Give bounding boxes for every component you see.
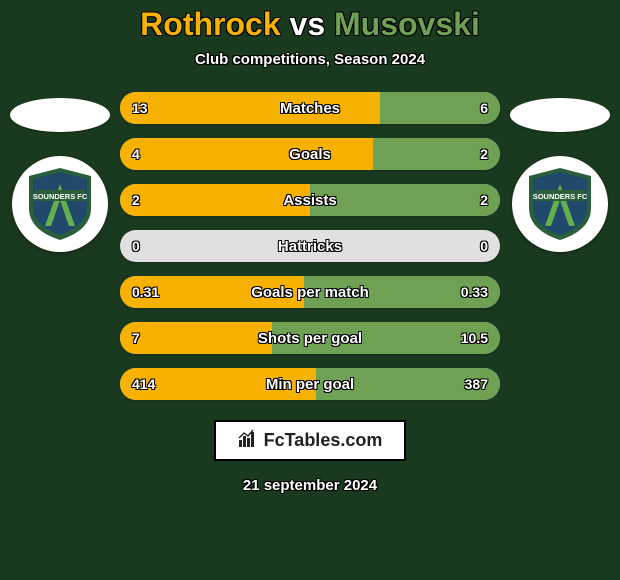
stat-value-right: 6: [480, 100, 488, 116]
player1-club-badge: SOUNDERS FC: [12, 156, 108, 252]
comparison-card: Rothrock vs Musovski Club competitions, …: [0, 0, 620, 580]
player2-name: Musovski: [334, 6, 480, 42]
stat-row: 0.310.33Goals per match: [120, 276, 500, 308]
stat-value-right: 2: [480, 146, 488, 162]
svg-text:SOUNDERS FC: SOUNDERS FC: [33, 192, 88, 201]
stat-value-left: 7: [132, 330, 140, 346]
stat-fill-left: [120, 322, 272, 354]
stat-value-right: 10.5: [461, 330, 488, 346]
stat-value-left: 4: [132, 146, 140, 162]
main-area: SOUNDERS FC 136Matches42Goals22Assists00…: [0, 92, 620, 400]
brand-box: FcTables.com: [214, 420, 407, 461]
left-side: SOUNDERS FC: [0, 92, 120, 252]
stat-value-left: 0: [132, 238, 140, 254]
stat-row: 710.5Shots per goal: [120, 322, 500, 354]
vs-text: vs: [290, 6, 326, 42]
stat-fill-left: [120, 184, 310, 216]
stat-value-right: 0.33: [461, 284, 488, 300]
sounders-crest-icon: SOUNDERS FC: [525, 166, 595, 242]
player2-club-badge: SOUNDERS FC: [512, 156, 608, 252]
stat-row: 136Matches: [120, 92, 500, 124]
title: Rothrock vs Musovski: [0, 6, 620, 43]
stat-row: 0 0Hattricks: [120, 230, 500, 262]
right-side: SOUNDERS FC: [500, 92, 620, 252]
subtitle: Club competitions, Season 2024: [0, 51, 620, 68]
stat-value-right: 0: [480, 238, 488, 254]
player1-silhouette: [10, 98, 110, 132]
stats-container: 136Matches42Goals22Assists00Hattricks0.3…: [120, 92, 500, 400]
brand-text: FcTables.com: [264, 430, 383, 451]
stat-fill-right: [310, 184, 500, 216]
stat-value-left: 2: [132, 192, 140, 208]
stat-value-right: 2: [480, 192, 488, 208]
date-text: 21 september 2024: [243, 477, 377, 494]
sounders-crest-icon: SOUNDERS FC: [25, 166, 95, 242]
stat-fill-left: [120, 138, 373, 170]
svg-text:SOUNDERS FC: SOUNDERS FC: [533, 192, 588, 201]
stat-value-left: 0.31: [132, 284, 159, 300]
footer: FcTables.com 21 september 2024: [0, 420, 620, 494]
stat-row: 42Goals: [120, 138, 500, 170]
stat-row: 22Assists: [120, 184, 500, 216]
player2-silhouette: [510, 98, 610, 132]
stat-value-left: 414: [132, 376, 155, 392]
stat-fill-left: [120, 92, 380, 124]
stat-row: 414387Min per goal: [120, 368, 500, 400]
stat-value-right: 387: [465, 376, 488, 392]
stat-label: Hattricks: [120, 238, 500, 255]
player1-name: Rothrock: [140, 6, 280, 42]
chart-icon: [238, 428, 258, 453]
stat-value-left: 13: [132, 100, 148, 116]
